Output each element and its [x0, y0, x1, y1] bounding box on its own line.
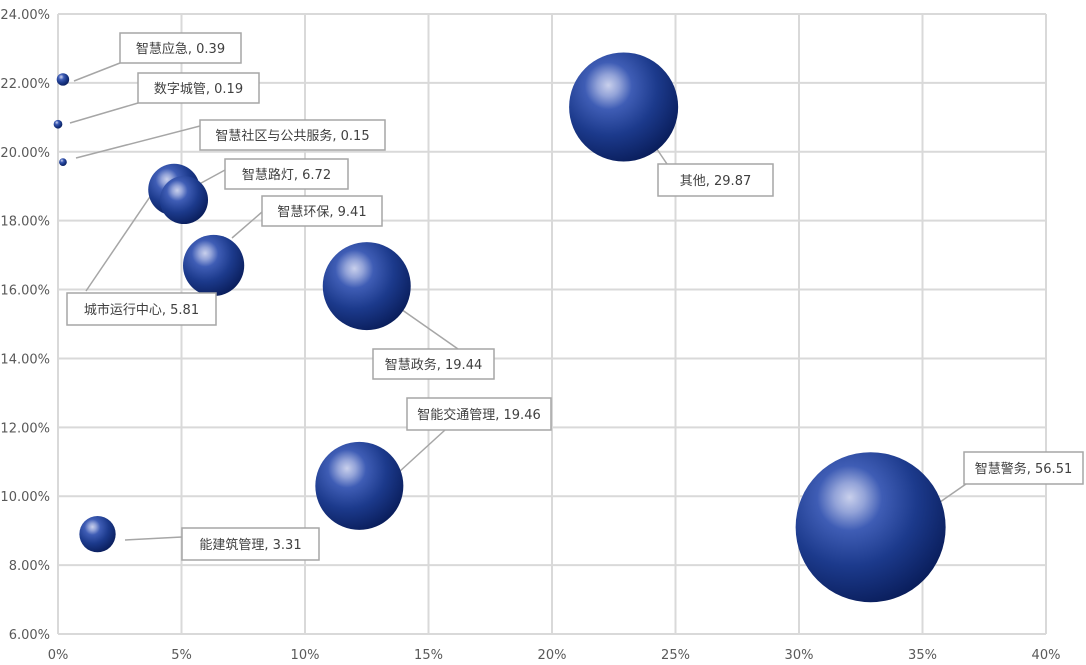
data-label: 智慧路灯, 6.72	[242, 167, 331, 183]
leader-line	[231, 211, 263, 239]
data-label: 智慧社区与公共服务, 0.15	[215, 128, 369, 144]
x-tick-label: 35%	[908, 648, 937, 663]
data-label-box	[261, 195, 383, 227]
leader-line	[69, 102, 139, 124]
x-tick-label: 25%	[661, 648, 690, 663]
x-tick-label: 5%	[171, 648, 192, 663]
data-labels: 智慧应急, 0.39 数字城管, 0.19 智慧社区与公共服务, 0.15 智慧路灯,…	[66, 32, 1084, 561]
y-tick-label: 12.00%	[0, 421, 50, 436]
bubble	[56, 73, 70, 86]
x-tick-label: 30%	[785, 648, 814, 663]
leader-line	[398, 429, 446, 473]
bubble	[569, 52, 679, 162]
data-label: 智慧警务, 56.51	[975, 461, 1072, 477]
y-tick-label: 24.00%	[0, 8, 50, 23]
x-tick-label: 10%	[291, 648, 320, 663]
data-label-box	[657, 163, 774, 197]
data-label-box	[119, 32, 242, 64]
axes: 0% 5% 10% 15% 20% 25% 30% 35% 40% 6.00% 8.00% 10.00…	[0, 8, 1060, 663]
data-label: 智慧政务, 19.44	[385, 357, 482, 373]
x-tick-label: 15%	[414, 648, 443, 663]
data-label: 其他, 29.87	[680, 174, 751, 189]
y-tick-label: 8.00%	[9, 559, 50, 574]
bubble	[53, 119, 63, 129]
bubble	[322, 242, 411, 331]
leader-line	[124, 536, 183, 541]
bubble	[79, 515, 116, 553]
data-label-box	[66, 292, 217, 326]
bubble	[59, 158, 67, 166]
data-label: 智能交通管理, 19.46	[417, 407, 540, 423]
data-label: 数字城管, 0.19	[154, 82, 243, 97]
x-tick-label: 40%	[1032, 648, 1061, 663]
data-label-box	[372, 348, 495, 380]
data-label-box	[199, 119, 386, 151]
data-label-box	[224, 158, 349, 190]
y-tick-label: 10.00%	[0, 490, 50, 505]
y-tick-label: 14.00%	[0, 352, 50, 367]
leader-line	[85, 181, 161, 292]
data-label: 城市运行中心, 5.81	[84, 302, 199, 318]
bubble	[315, 441, 404, 530]
x-tick-label: 0%	[48, 648, 69, 663]
y-tick-label: 20.00%	[0, 146, 50, 161]
leader-line	[73, 62, 121, 82]
x-tick-label: 20%	[538, 648, 567, 663]
bubbles	[53, 52, 946, 603]
bubble	[183, 234, 245, 297]
y-tick-label: 22.00%	[0, 77, 50, 92]
leader-line	[397, 306, 459, 350]
bubble	[159, 175, 209, 225]
y-tick-label: 18.00%	[0, 215, 50, 230]
data-label-box	[406, 397, 552, 431]
data-label: 能建筑管理, 3.31	[199, 537, 301, 553]
data-label-box	[963, 451, 1084, 485]
bubble	[795, 452, 946, 603]
y-tick-label: 6.00%	[9, 628, 50, 643]
y-tick-label: 16.00%	[0, 284, 50, 299]
data-label: 智慧应急, 0.39	[136, 41, 225, 57]
data-label-box	[181, 527, 320, 561]
leader-line	[75, 125, 201, 159]
data-label: 智慧环保, 9.41	[277, 204, 366, 220]
data-label-box	[137, 72, 260, 104]
